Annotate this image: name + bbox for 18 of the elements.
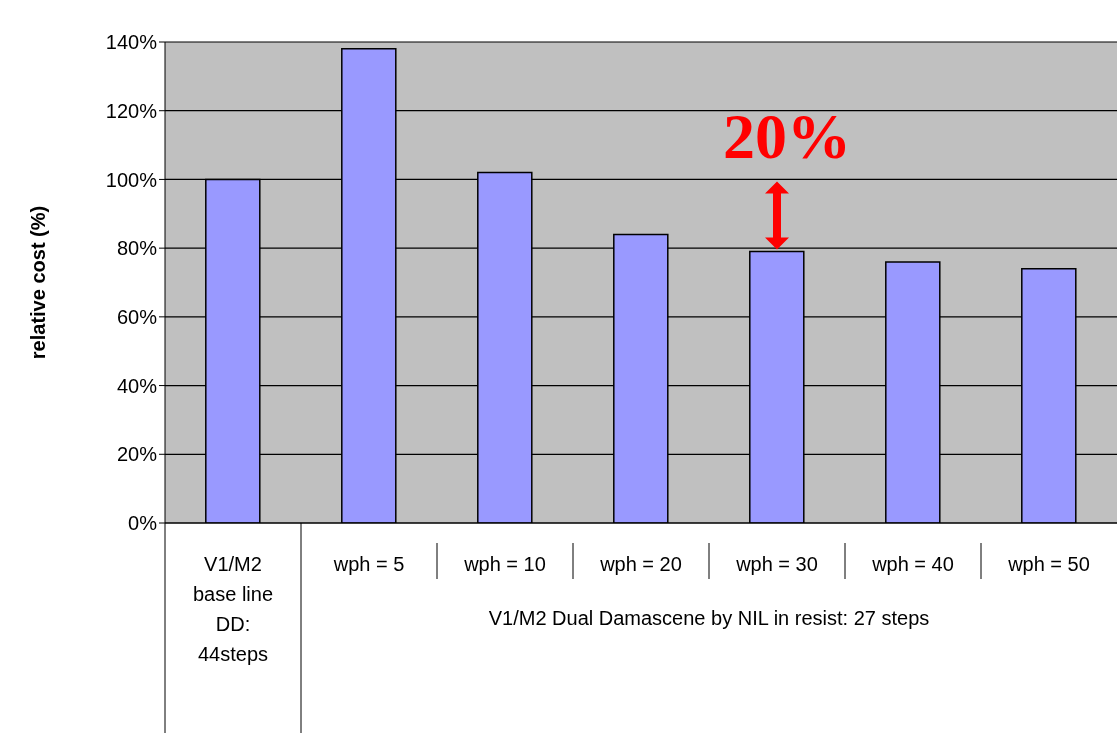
y-tick-label: 120% <box>105 99 158 122</box>
annotation: 20% <box>723 100 851 172</box>
x-tick-label: wph = 40 <box>871 553 954 575</box>
y-tick-label: 20% <box>116 443 158 466</box>
x-tick-label: wph = 10 <box>463 553 546 575</box>
x-tick-label: V1/M2 base line DD: 44steps <box>192 553 274 665</box>
x-tick-label: wph = 50 <box>1007 553 1090 575</box>
text: V1/M2 Dual Damascene by NIL in resist: 27 steps <box>488 607 930 629</box>
y-tick-label: 60% <box>116 305 158 328</box>
y-tick-label: 140% <box>105 31 158 54</box>
x-tick-label: wph = 5 <box>332 553 405 575</box>
y-axis-title: relative cost (%) <box>27 205 50 360</box>
x-tick-label: wph = 20 <box>599 553 682 575</box>
y-tick-label: 100% <box>105 168 158 191</box>
x-tick-label: wph = 30 <box>735 553 818 575</box>
y-tick-label: 0% <box>128 512 158 535</box>
y-tick-label: 40% <box>116 374 158 397</box>
y-tick-label: 80% <box>116 237 158 260</box>
